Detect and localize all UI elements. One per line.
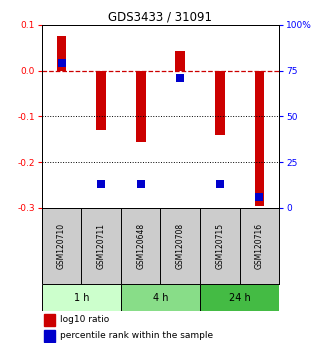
Bar xyxy=(56,36,66,70)
Bar xyxy=(215,70,225,135)
Point xyxy=(138,181,143,187)
Text: 4 h: 4 h xyxy=(153,293,168,303)
Bar xyxy=(44,330,55,342)
Text: GSM120708: GSM120708 xyxy=(176,223,185,269)
Bar xyxy=(96,70,106,130)
Bar xyxy=(200,284,279,311)
Text: GSM120711: GSM120711 xyxy=(97,223,106,269)
Point xyxy=(178,75,183,81)
Point xyxy=(59,61,64,66)
Text: GSM120710: GSM120710 xyxy=(57,223,66,269)
Text: percentile rank within the sample: percentile rank within the sample xyxy=(60,331,213,341)
Bar xyxy=(42,284,121,311)
Title: GDS3433 / 31091: GDS3433 / 31091 xyxy=(108,11,213,24)
Text: GSM120716: GSM120716 xyxy=(255,223,264,269)
Bar xyxy=(175,51,185,70)
Bar xyxy=(44,314,55,326)
Bar xyxy=(121,284,200,311)
Bar xyxy=(255,70,265,206)
Text: 24 h: 24 h xyxy=(229,293,251,303)
Point xyxy=(99,181,104,187)
Bar xyxy=(136,70,146,142)
Text: GSM120715: GSM120715 xyxy=(215,223,224,269)
Point xyxy=(257,194,262,200)
Text: log10 ratio: log10 ratio xyxy=(60,315,109,324)
Point xyxy=(217,181,222,187)
Text: 1 h: 1 h xyxy=(74,293,89,303)
Text: GSM120648: GSM120648 xyxy=(136,223,145,269)
